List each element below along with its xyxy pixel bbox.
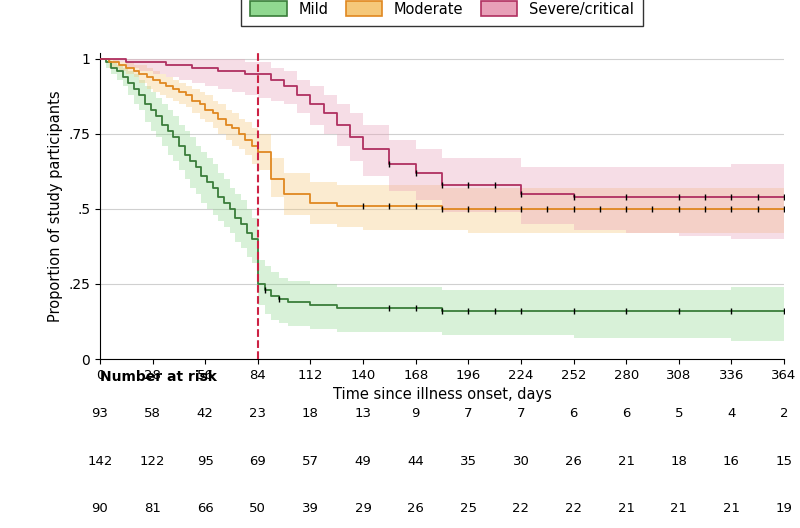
Text: 4: 4 [727, 408, 735, 420]
Text: 2: 2 [780, 408, 788, 420]
Text: 21: 21 [618, 455, 634, 468]
Text: 19: 19 [775, 503, 793, 515]
Text: 18: 18 [670, 455, 687, 468]
X-axis label: Time since illness onset, days: Time since illness onset, days [333, 388, 551, 402]
Text: 7: 7 [517, 408, 525, 420]
Text: 6: 6 [570, 408, 578, 420]
Text: 142: 142 [87, 455, 113, 468]
Text: 26: 26 [407, 503, 424, 515]
Text: 21: 21 [618, 503, 634, 515]
Text: 15: 15 [775, 455, 793, 468]
Text: 35: 35 [460, 455, 477, 468]
Text: 95: 95 [197, 455, 214, 468]
Text: 58: 58 [144, 408, 161, 420]
Text: 22: 22 [513, 503, 530, 515]
Text: 90: 90 [92, 503, 108, 515]
Text: 16: 16 [723, 455, 740, 468]
Text: 69: 69 [250, 455, 266, 468]
Text: 57: 57 [302, 455, 319, 468]
Text: 21: 21 [723, 503, 740, 515]
Text: 50: 50 [250, 503, 266, 515]
Legend: Mild, Moderate, Severe/critical: Mild, Moderate, Severe/critical [242, 0, 642, 26]
Text: 6: 6 [622, 408, 630, 420]
Text: 5: 5 [674, 408, 683, 420]
Text: 7: 7 [464, 408, 473, 420]
Y-axis label: Proportion of study participants: Proportion of study participants [48, 90, 63, 322]
Text: 44: 44 [407, 455, 424, 468]
Text: 66: 66 [197, 503, 214, 515]
Text: 25: 25 [460, 503, 477, 515]
Text: 30: 30 [513, 455, 530, 468]
Text: 93: 93 [91, 408, 109, 420]
Text: 22: 22 [565, 503, 582, 515]
Text: 42: 42 [197, 408, 214, 420]
Text: Number at risk: Number at risk [100, 370, 217, 384]
Text: 26: 26 [565, 455, 582, 468]
Text: 81: 81 [144, 503, 161, 515]
Text: 13: 13 [354, 408, 371, 420]
Text: 122: 122 [140, 455, 166, 468]
Text: 39: 39 [302, 503, 319, 515]
Text: 23: 23 [250, 408, 266, 420]
Text: 18: 18 [302, 408, 319, 420]
Text: 29: 29 [354, 503, 371, 515]
Text: 9: 9 [411, 408, 420, 420]
Text: 21: 21 [670, 503, 687, 515]
Text: 49: 49 [354, 455, 371, 468]
